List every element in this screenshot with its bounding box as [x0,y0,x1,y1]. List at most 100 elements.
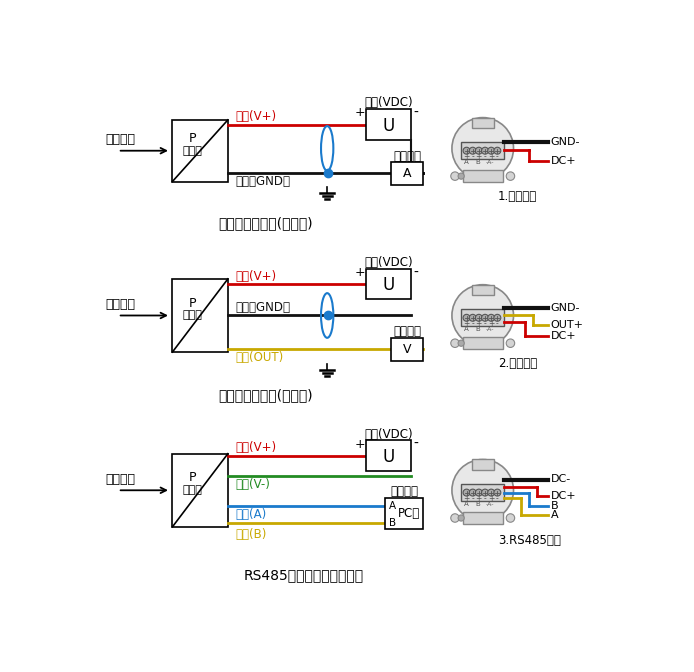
Bar [391,162,423,185]
Text: U: U [382,276,395,294]
Text: 1.电流输出: 1.电流输出 [498,190,537,203]
Bar [385,498,423,529]
Text: B: B [550,501,558,511]
Bar [463,512,502,524]
Text: A: A [464,327,469,333]
Text: DC+: DC+ [550,156,576,166]
Text: +: + [355,106,366,120]
Text: DC+: DC+ [550,491,576,501]
Text: P: P [189,132,196,145]
Text: +: + [488,319,494,329]
Text: -: - [471,494,474,503]
Text: 采集设备: 采集设备 [390,485,418,499]
Bar [172,279,228,352]
Bar [463,170,502,182]
Circle shape [458,340,464,346]
Bar [172,454,228,527]
Text: +: + [464,153,470,161]
Text: -: - [496,494,499,503]
Text: -: - [471,153,474,161]
Text: +: + [475,153,482,161]
Circle shape [488,147,495,154]
Text: 3.RS485输出: 3.RS485输出 [498,534,561,547]
Bar [462,484,505,501]
Text: 电流输出接线图(两线制): 电流输出接线图(两线制) [219,216,313,230]
Bar [472,285,493,296]
Text: 电源(VDC): 电源(VDC) [364,256,413,269]
Text: 黑线（GND）: 黑线（GND） [235,301,291,314]
Text: P: P [189,472,196,485]
Text: 绿线(V-): 绿线(V-) [235,478,271,491]
Text: -A-: -A- [485,160,494,165]
Bar [472,460,493,470]
Text: -A-: -A- [485,327,494,332]
Text: 液位输入: 液位输入 [105,473,135,486]
Text: 液位输入: 液位输入 [105,134,135,146]
Circle shape [475,489,482,496]
Text: 电源(VDC): 电源(VDC) [364,427,413,441]
Bar [391,338,423,361]
Text: OUT+: OUT+ [550,320,584,330]
Circle shape [451,339,459,347]
Circle shape [458,173,464,179]
Circle shape [494,147,501,154]
Bar [463,337,502,349]
Text: B: B [475,327,480,333]
Circle shape [451,172,459,180]
Text: A: A [550,510,558,520]
Circle shape [469,147,476,154]
Text: +: + [464,319,470,329]
Bar [366,269,411,299]
Text: 蓝线(A): 蓝线(A) [235,509,266,521]
Text: -: - [414,106,418,120]
Text: +: + [355,437,366,451]
Bar [172,120,228,181]
Circle shape [488,314,495,321]
Text: B: B [475,501,480,507]
Text: +: + [475,319,482,329]
Text: 黄线(B): 黄线(B) [235,528,267,541]
Text: 电源(VDC): 电源(VDC) [364,97,413,110]
Text: A: A [403,167,412,180]
Circle shape [463,314,470,321]
Text: -: - [496,153,499,161]
Text: 黑线（GND）: 黑线（GND） [235,175,291,188]
Circle shape [452,285,514,346]
Text: 红线(V+): 红线(V+) [235,269,277,283]
Circle shape [469,489,476,496]
Text: U: U [382,448,395,466]
Circle shape [482,489,489,496]
Circle shape [494,314,501,321]
Text: 采集设备: 采集设备 [393,150,421,163]
Circle shape [463,147,470,154]
Text: B: B [475,159,480,165]
Text: A: A [464,501,469,507]
Text: GND-: GND- [550,303,580,312]
Circle shape [463,489,470,496]
Circle shape [488,489,495,496]
Text: +: + [475,494,482,503]
Text: 变送器: 变送器 [183,310,203,321]
Text: -: - [484,319,486,329]
Text: -: - [414,265,418,280]
Text: DC+: DC+ [550,331,576,341]
Circle shape [506,514,515,522]
Text: 电压输出接线图(三线制): 电压输出接线图(三线制) [219,388,313,402]
Text: B: B [389,518,396,528]
Circle shape [451,514,459,522]
Bar [366,109,411,140]
Text: 红线(V+): 红线(V+) [235,110,277,124]
Circle shape [475,314,482,321]
Text: 红线(V+): 红线(V+) [235,442,277,454]
Circle shape [482,314,489,321]
Text: +: + [355,266,366,279]
Text: +: + [488,153,494,161]
Circle shape [452,118,514,179]
Text: -: - [484,494,486,503]
Text: -: - [484,153,486,161]
Circle shape [482,147,489,154]
Circle shape [506,172,515,180]
Text: 采集设备: 采集设备 [393,325,421,338]
Text: P: P [189,296,196,310]
Text: -: - [496,319,499,329]
